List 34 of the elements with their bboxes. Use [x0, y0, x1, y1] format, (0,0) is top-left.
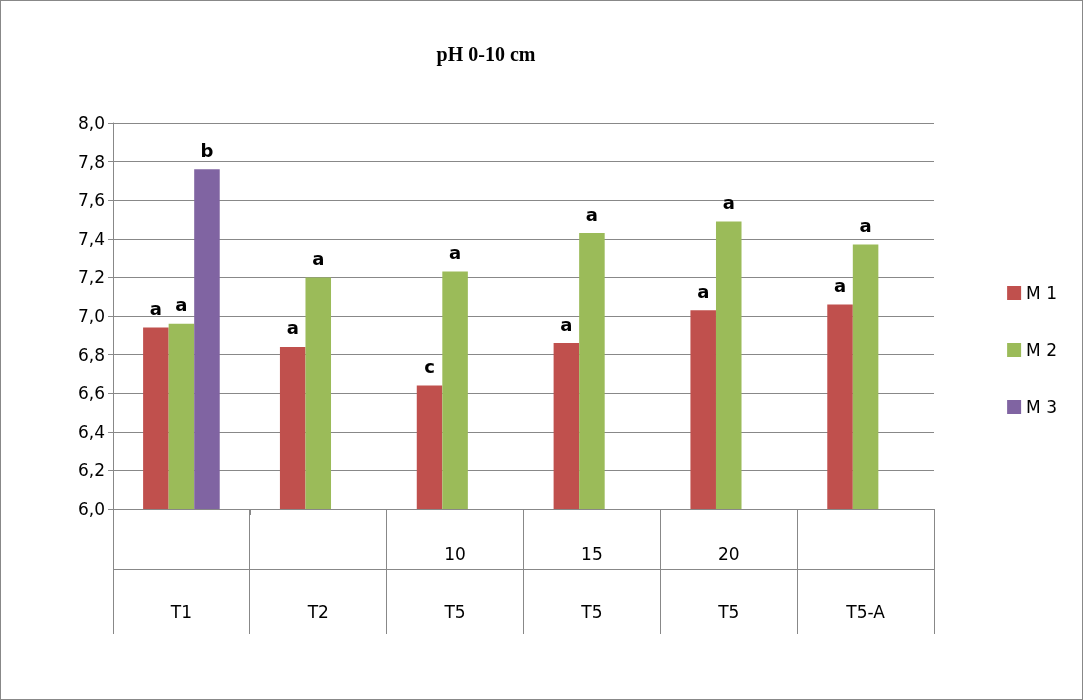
y-tick-label: 6,0 — [77, 499, 105, 519]
data-label: a — [585, 203, 598, 225]
data-label: a — [149, 298, 162, 320]
data-label: a — [859, 215, 872, 237]
x-tick-label: T2 — [306, 602, 329, 622]
chart-title: pH 0-10 cm — [436, 43, 536, 66]
category-label: 15 T5 — [581, 544, 603, 622]
x-tick-label: T1 — [169, 602, 193, 622]
data-label: a — [449, 242, 462, 264]
data-label: a — [833, 274, 847, 296]
data-label: c — [424, 355, 435, 377]
legend-label: M 1 — [1026, 283, 1057, 303]
y-tick-label: 6,6 — [77, 383, 105, 404]
legend-label: M 3 — [1026, 397, 1057, 417]
data-label: b — [200, 139, 214, 161]
y-tick-label: 7,2 — [77, 267, 105, 288]
y-tick-label: 7,4 — [77, 228, 105, 249]
legend-label: M 2 — [1026, 340, 1057, 360]
data-label: a — [722, 191, 735, 213]
y-tick-label: 7,6 — [77, 190, 105, 211]
y-tick-label: 6,8 — [77, 344, 105, 365]
category-label: 20 T5 — [717, 544, 740, 622]
category-label: 10 T5 — [444, 544, 466, 622]
data-label: a — [286, 317, 299, 339]
data-label: a — [560, 313, 573, 335]
data-label: a — [175, 294, 188, 316]
y-tick-label: 8,0 — [77, 113, 105, 133]
y-tick-label: 6,4 — [77, 421, 105, 442]
data-label: a — [312, 247, 325, 269]
data-label: a — [697, 280, 710, 302]
y-tick-label: 7,8 — [77, 151, 105, 172]
y-tick-label: 7,0 — [77, 306, 105, 326]
y-tick-label: 6,2 — [77, 460, 105, 481]
x-tick-label: T5-A — [845, 602, 886, 622]
